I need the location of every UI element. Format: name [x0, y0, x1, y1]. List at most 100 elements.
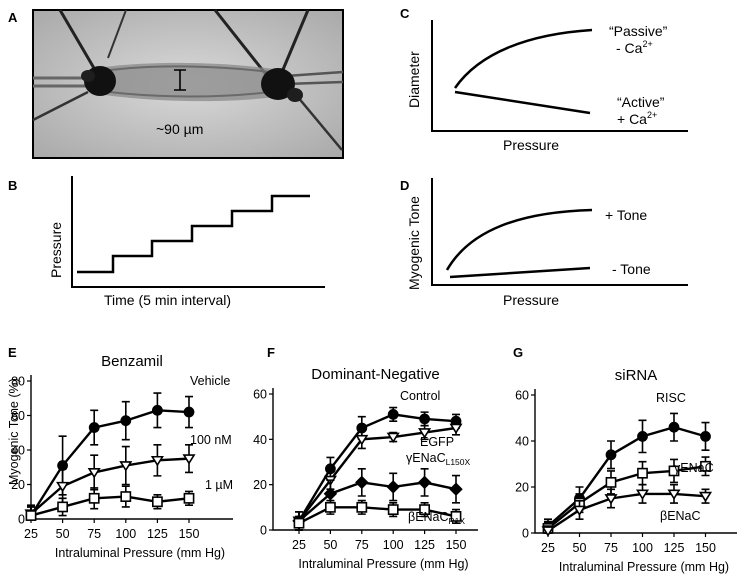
- chart-e-ytick-label: 60: [11, 409, 25, 423]
- chart-g-point: [698, 491, 713, 503]
- chart-f-xtick-label: 125: [414, 538, 435, 552]
- chart-f-point: [356, 501, 368, 513]
- chart-e-xtick-label: 150: [179, 527, 200, 541]
- chart-e-point: [150, 455, 164, 467]
- chart-g-point: [635, 489, 650, 501]
- chart-g-ytick-label: 40: [515, 435, 529, 449]
- passive-ca-label: - Ca2+: [616, 39, 653, 56]
- panel-b-ylabel: Pressure: [48, 222, 64, 278]
- active-ca-sup: 2+: [647, 110, 657, 120]
- chart-f-point: [419, 413, 430, 425]
- chart-e-ytick-label: 20: [11, 478, 25, 492]
- chart-g-point: [637, 467, 648, 479]
- chart-f-xlabel: Intraluminal Pressure (mm Hg): [298, 557, 468, 571]
- chart-g-series-line: [547, 492, 706, 532]
- chart-f-point: [293, 517, 305, 529]
- chart-g-xtick-label: 25: [541, 541, 555, 555]
- chart-f-xtick-label: 100: [383, 538, 404, 552]
- chart-g-point: [700, 460, 711, 472]
- chart-f-point: [323, 487, 338, 501]
- chart-f-ytick-label: 20: [253, 478, 267, 492]
- chart-f-xtick-label: 50: [323, 538, 337, 552]
- chart-f-series-label: Control: [400, 389, 440, 403]
- chart-g-series-label: RISC: [656, 391, 686, 405]
- chart-g-ytick-label: 20: [515, 481, 529, 495]
- chart-f-point: [417, 475, 432, 490]
- chart-f-point: [355, 434, 369, 446]
- chart-g-point: [604, 494, 618, 505]
- chart-e-xtick-label: 125: [147, 527, 168, 541]
- chart-e-ytick-label: 0: [18, 513, 25, 527]
- chart-f-point: [324, 501, 336, 513]
- panel-e-ylabel: Myogenic Tone (%): [7, 378, 21, 485]
- chart-e-xtick-label: 50: [56, 527, 70, 541]
- chart-f-point: [449, 482, 463, 496]
- plus-tone-curve: [445, 208, 593, 271]
- passive-curve: [453, 28, 593, 89]
- passive-ca-sup: 2+: [642, 39, 652, 49]
- panel-b-xlabel: Time (5 min interval): [104, 292, 231, 308]
- chart-e-xlabel: Intraluminal Pressure (mm Hg): [55, 546, 225, 560]
- panel-label-c: C: [400, 6, 410, 21]
- chart-g-point: [605, 476, 617, 488]
- chart-e-series-label: 1 µM: [205, 478, 233, 492]
- chart-g-series-2: [541, 483, 713, 537]
- chart-g-xtick-label: 125: [664, 541, 685, 555]
- active-label: “Active”: [617, 94, 665, 110]
- panel-d-xlabel: Pressure: [503, 292, 559, 308]
- chart-e-point: [88, 422, 100, 433]
- active-ca-text: + Ca: [617, 111, 647, 127]
- chart-f-series-label-sub: L150X: [446, 457, 471, 467]
- chart-e-point: [152, 496, 163, 508]
- chart-f-series-2: [292, 468, 463, 531]
- chart-g-point: [668, 421, 680, 433]
- minus-tone-curve: [449, 266, 591, 279]
- chart-g-point: [668, 465, 680, 477]
- chart-e-series-line: [30, 495, 190, 517]
- chart-f-point: [386, 432, 400, 444]
- chart-e-series-2: [25, 485, 195, 521]
- chart-g-ytick-label: 60: [515, 389, 529, 403]
- chart-f-point: [387, 408, 399, 420]
- chart-g-xtick-label: 100: [632, 541, 653, 555]
- panel-label-b: B: [8, 178, 17, 193]
- chart-e-point: [183, 406, 195, 418]
- chart-e-xtick-label: 25: [24, 527, 38, 541]
- chart-f-point: [355, 475, 369, 490]
- passive-ca-text: - Ca: [616, 40, 643, 56]
- chart-f-xtick-label: 75: [355, 538, 369, 552]
- chart-f-point: [419, 504, 430, 515]
- chart-e-xtick-label: 100: [115, 527, 136, 541]
- chart-e-point: [183, 492, 195, 504]
- chart-g-xtick-label: 150: [695, 541, 716, 555]
- chart-g-point: [572, 505, 587, 517]
- chart-f: Dominant-Negative 0 20 40 60 25 50 75 100 125 150 I…: [253, 366, 478, 571]
- chart-g-point: [700, 430, 711, 442]
- panel-c-xlabel: Pressure: [503, 137, 559, 153]
- plus-tone-label: + Tone: [605, 207, 647, 223]
- chart-f-series-label-sub: R1X: [449, 516, 466, 526]
- chart-e-point: [57, 501, 68, 513]
- chart-f-title: Dominant-Negative: [311, 366, 439, 383]
- chart-e-point: [25, 510, 37, 521]
- chart-e-point: [119, 461, 133, 472]
- chart-f-ytick-label: 40: [253, 433, 267, 447]
- panel-label-f: F: [267, 345, 275, 360]
- minus-tone-label: - Tone: [612, 261, 651, 277]
- chart-f-ytick-label: 0: [260, 524, 267, 538]
- chart-e-series-label: 100 nM: [190, 433, 232, 447]
- panel-c-ylabel: Diameter: [406, 51, 422, 108]
- chart-e-point: [87, 468, 101, 479]
- chart-f-series-label: γENaCL150X: [406, 451, 471, 467]
- scale-label: ~90 µm: [156, 121, 203, 137]
- panel-c-axes: [431, 20, 688, 132]
- chart-g-ytick-label: 0: [522, 527, 529, 541]
- active-curve: [454, 90, 591, 115]
- panel-label-g: G: [513, 345, 523, 360]
- chart-e-series-label: Vehicle: [190, 374, 230, 388]
- chart-e-xtick-label: 75: [87, 527, 101, 541]
- chart-g-point: [637, 430, 648, 442]
- chart-f-xtick-label: 25: [292, 538, 306, 552]
- chart-e-point: [151, 404, 163, 416]
